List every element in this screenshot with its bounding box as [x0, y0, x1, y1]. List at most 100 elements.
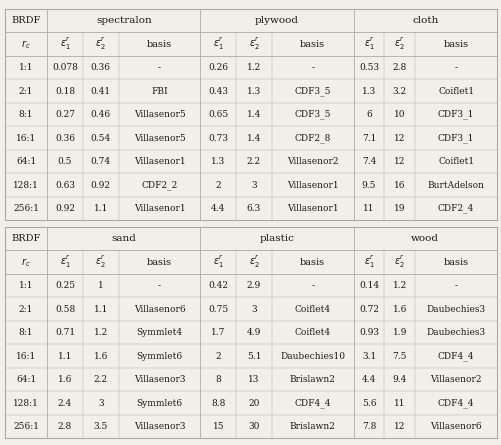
- Text: $\epsilon_2^r$: $\epsilon_2^r$: [248, 36, 259, 52]
- Text: 1.1: 1.1: [93, 204, 108, 213]
- Text: 64:1: 64:1: [16, 157, 36, 166]
- Text: $\epsilon_1^r$: $\epsilon_1^r$: [363, 254, 374, 270]
- Text: 1.6: 1.6: [392, 305, 406, 314]
- Text: 20: 20: [248, 399, 259, 408]
- Text: 0.26: 0.26: [208, 63, 228, 72]
- Text: CDF3_1: CDF3_1: [437, 133, 473, 143]
- Text: Villasenor2: Villasenor2: [287, 157, 338, 166]
- Text: FBI: FBI: [151, 87, 167, 96]
- Text: 8.8: 8.8: [210, 399, 225, 408]
- Text: CDF3_5: CDF3_5: [294, 110, 330, 119]
- Text: 1.2: 1.2: [93, 328, 108, 337]
- Text: 3: 3: [98, 399, 103, 408]
- Text: 1.6: 1.6: [58, 375, 72, 384]
- Text: 8:1: 8:1: [19, 328, 33, 337]
- Text: 3: 3: [250, 181, 257, 190]
- Text: basis: basis: [300, 40, 325, 49]
- Text: 0.27: 0.27: [55, 110, 75, 119]
- Text: $\epsilon_1^r$: $\epsilon_1^r$: [60, 36, 70, 52]
- Text: Villasenor1: Villasenor1: [287, 204, 338, 213]
- Text: 1.4: 1.4: [246, 110, 261, 119]
- Text: basis: basis: [442, 258, 468, 267]
- Text: basis: basis: [300, 258, 325, 267]
- Text: 7.5: 7.5: [392, 352, 406, 360]
- Text: $\epsilon_2^r$: $\epsilon_2^r$: [394, 36, 404, 52]
- Text: 0.5: 0.5: [58, 157, 72, 166]
- Text: Villasenor3: Villasenor3: [133, 422, 185, 431]
- Text: -: -: [454, 63, 456, 72]
- Text: 9.5: 9.5: [361, 181, 376, 190]
- Text: 12: 12: [393, 157, 405, 166]
- Text: 2:1: 2:1: [19, 305, 33, 314]
- Text: Symmlet4: Symmlet4: [136, 328, 182, 337]
- Text: 0.46: 0.46: [91, 110, 111, 119]
- Text: spectralon: spectralon: [96, 16, 151, 25]
- Text: Villasenor3: Villasenor3: [133, 375, 185, 384]
- Text: Villasenor6: Villasenor6: [429, 422, 481, 431]
- Text: 256:1: 256:1: [13, 422, 39, 431]
- Text: Brislawn2: Brislawn2: [289, 422, 335, 431]
- Text: 2.9: 2.9: [246, 281, 261, 290]
- Text: 5.6: 5.6: [361, 399, 376, 408]
- Text: basis: basis: [147, 258, 172, 267]
- Text: 1.9: 1.9: [392, 328, 406, 337]
- Text: Villasenor1: Villasenor1: [133, 204, 185, 213]
- Text: 12: 12: [393, 422, 405, 431]
- Text: 128:1: 128:1: [13, 399, 39, 408]
- Text: $\epsilon_1^r$: $\epsilon_1^r$: [212, 36, 223, 52]
- Text: 16:1: 16:1: [16, 352, 36, 360]
- Text: 2: 2: [215, 352, 220, 360]
- Text: $\epsilon_2^r$: $\epsilon_2^r$: [394, 254, 404, 270]
- Text: 11: 11: [363, 204, 374, 213]
- Text: plastic: plastic: [259, 234, 294, 243]
- Text: -: -: [454, 281, 456, 290]
- Text: 7.4: 7.4: [361, 157, 375, 166]
- Text: 5.1: 5.1: [246, 352, 261, 360]
- Text: plywood: plywood: [255, 16, 299, 25]
- Text: CDF3_1: CDF3_1: [437, 110, 473, 119]
- Text: 1.3: 1.3: [246, 87, 261, 96]
- Text: 30: 30: [248, 422, 259, 431]
- Text: 3.5: 3.5: [93, 422, 108, 431]
- Text: BRDF: BRDF: [12, 16, 41, 25]
- Text: 0.72: 0.72: [358, 305, 378, 314]
- Text: basis: basis: [442, 40, 468, 49]
- Text: 1.2: 1.2: [246, 63, 261, 72]
- Text: 2.4: 2.4: [58, 399, 72, 408]
- Text: 0.58: 0.58: [55, 305, 75, 314]
- Text: 0.92: 0.92: [55, 204, 75, 213]
- Text: 1.1: 1.1: [58, 352, 72, 360]
- Text: $\epsilon_2^r$: $\epsilon_2^r$: [95, 36, 106, 52]
- Text: -: -: [311, 281, 314, 290]
- Text: 0.65: 0.65: [208, 110, 228, 119]
- Text: $\epsilon_2^r$: $\epsilon_2^r$: [95, 254, 106, 270]
- Text: sand: sand: [111, 234, 136, 243]
- Text: Coiflet1: Coiflet1: [437, 157, 473, 166]
- Text: 1:1: 1:1: [19, 63, 33, 72]
- Text: 0.14: 0.14: [358, 281, 378, 290]
- Text: 19: 19: [393, 204, 405, 213]
- Text: 0.54: 0.54: [90, 134, 111, 142]
- Text: 0.63: 0.63: [55, 181, 75, 190]
- Text: Coiflet4: Coiflet4: [294, 305, 330, 314]
- Text: Daubechies10: Daubechies10: [280, 352, 345, 360]
- Text: BurtAdelson: BurtAdelson: [427, 181, 483, 190]
- Text: wood: wood: [410, 234, 438, 243]
- Text: Villasenor1: Villasenor1: [133, 157, 185, 166]
- Text: 16: 16: [393, 181, 405, 190]
- Text: CDF2_4: CDF2_4: [437, 204, 473, 213]
- Text: 1.4: 1.4: [246, 134, 261, 142]
- Text: 0.74: 0.74: [91, 157, 111, 166]
- Text: CDF4_4: CDF4_4: [437, 398, 473, 408]
- Text: 0.42: 0.42: [208, 281, 228, 290]
- Text: 0.92: 0.92: [91, 181, 111, 190]
- Text: 1:1: 1:1: [19, 281, 33, 290]
- Text: $r_c$: $r_c$: [21, 38, 31, 51]
- Text: 10: 10: [393, 110, 405, 119]
- Text: 15: 15: [212, 422, 223, 431]
- Text: 2.2: 2.2: [246, 157, 261, 166]
- Text: 1.7: 1.7: [210, 328, 225, 337]
- Text: Daubechies3: Daubechies3: [426, 328, 484, 337]
- Text: BRDF: BRDF: [12, 234, 41, 243]
- Text: 3.2: 3.2: [392, 87, 406, 96]
